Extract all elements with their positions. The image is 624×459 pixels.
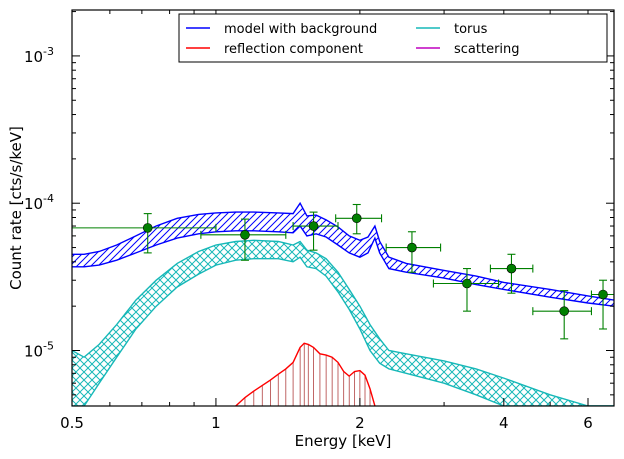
data-marker	[506, 263, 517, 274]
x-axis-label: Energy [keV]	[295, 432, 392, 450]
data-point	[590, 279, 614, 330]
y-tick-exponent: -5	[43, 340, 54, 353]
x-tick-label: 1	[211, 414, 221, 432]
legend-item-model-with-background: model with background	[186, 22, 377, 37]
legend-label: model with background	[224, 22, 377, 37]
data-marker	[142, 223, 153, 233]
legend-item-reflection-component: reflection component	[186, 42, 363, 57]
y-tick-label: 10-4	[24, 192, 54, 213]
data-point	[432, 268, 500, 312]
y-tick-label: 10-3	[24, 45, 54, 66]
data-marker	[308, 221, 319, 231]
legend-item-scattering: scattering	[416, 42, 520, 57]
y-axis-label: Count rate [cts/s/keV]	[7, 126, 25, 290]
y-tick-exponent: -3	[43, 45, 54, 58]
data-point	[532, 290, 592, 340]
model-with-background-hatch	[72, 203, 614, 307]
plot-background	[72, 10, 614, 406]
data-point	[335, 203, 383, 235]
legend-box	[178, 13, 608, 63]
y-tick-base: 10	[24, 48, 43, 66]
torus-upper-line	[72, 239, 614, 406]
data-point	[385, 231, 442, 273]
data-point	[292, 211, 339, 251]
plot-frame	[71, 9, 615, 407]
legend: model with background torus reflection com…	[178, 13, 608, 63]
y-tick-label: 10-5	[24, 340, 54, 361]
x-tick-label: 0.5	[60, 414, 84, 432]
reflection-component-line	[235, 342, 376, 406]
y-tick-base: 10	[24, 195, 43, 213]
legend-label: scattering	[454, 42, 520, 57]
data-point	[489, 253, 534, 294]
data-marker	[462, 278, 472, 289]
y-tick-exponent: -4	[43, 192, 54, 205]
data-marker	[407, 242, 417, 253]
data-marker	[240, 230, 250, 240]
data-marker	[351, 213, 362, 224]
x-tick-label: 6	[583, 414, 593, 432]
model-with-background-lower-line	[72, 224, 614, 307]
x-tick-label: 2	[355, 414, 365, 432]
torus-lower-line	[72, 256, 614, 406]
data-point	[72, 213, 217, 254]
legend-item-torus: torus	[416, 22, 488, 37]
y-tick-base: 10	[24, 343, 43, 361]
model-with-background-upper-line	[72, 201, 614, 301]
data-point	[200, 218, 287, 261]
legend-label: torus	[454, 22, 488, 37]
torus-band	[72, 239, 614, 406]
legend-label: reflection component	[224, 42, 363, 57]
x-tick-label: 4	[499, 414, 509, 432]
data-marker	[598, 289, 608, 300]
data-marker	[559, 306, 569, 316]
data-points-layer	[72, 203, 614, 340]
model-with-background-band	[72, 201, 614, 307]
